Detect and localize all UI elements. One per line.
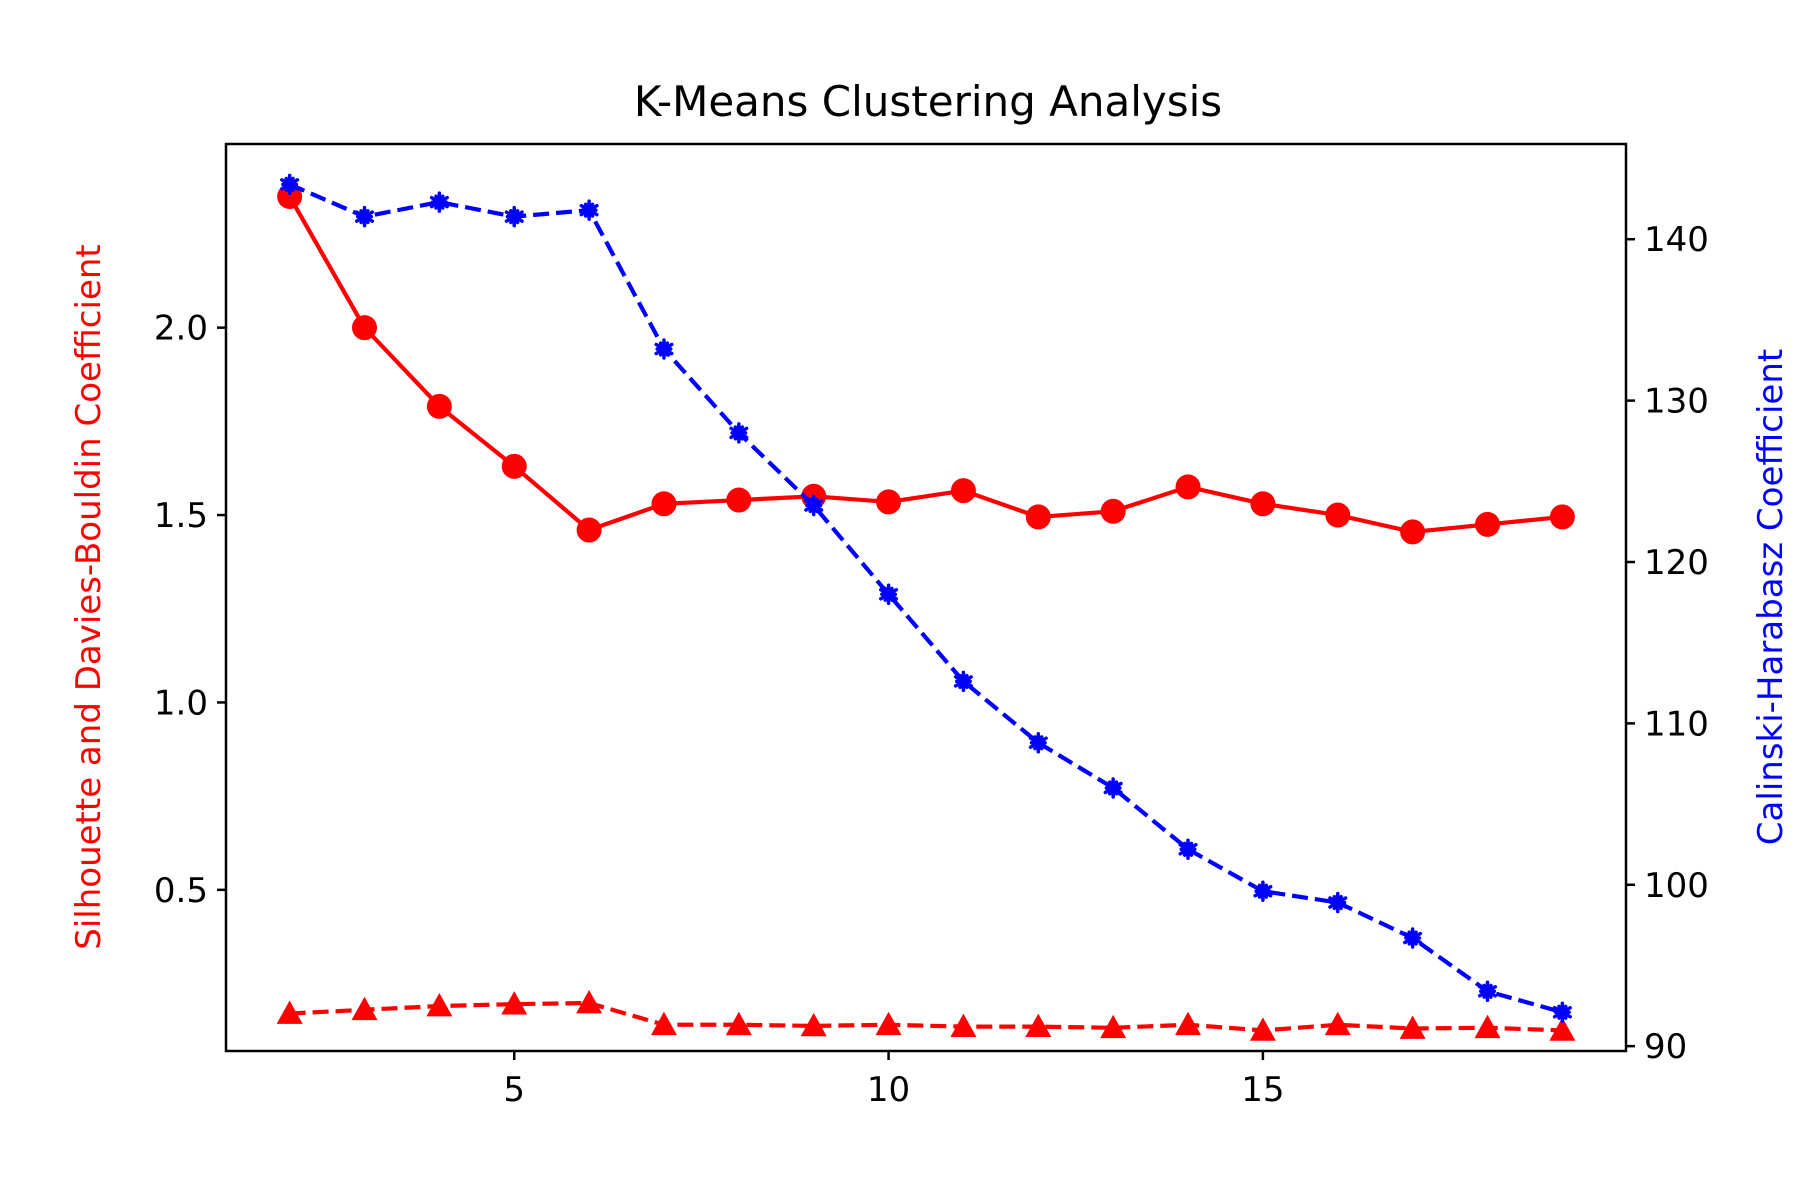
data-point-asterisk <box>804 494 824 517</box>
data-point-triangle <box>725 1011 752 1036</box>
y-right-tick-label: 120 <box>1644 543 1709 583</box>
data-point-circle <box>1100 498 1126 524</box>
data-point-circle <box>726 487 752 513</box>
data-point-circle <box>876 489 902 515</box>
data-point-circle <box>352 315 378 341</box>
data-point-triangle <box>351 996 378 1021</box>
data-point-triangle <box>501 991 528 1015</box>
y-right-tick-label: 100 <box>1644 866 1709 906</box>
data-point-circle <box>651 491 677 517</box>
data-point-asterisk <box>1328 891 1348 914</box>
series-line-1 <box>289 1000 1563 1033</box>
y-left-tick-label: 1.5 <box>154 496 208 536</box>
data-point-asterisk <box>1403 927 1423 949</box>
data-point-triangle <box>1100 1014 1127 1039</box>
data-point-triangle <box>576 990 603 1014</box>
data-point-asterisk <box>729 422 749 444</box>
series-line-0 <box>287 195 1563 535</box>
data-point-triangle <box>1324 1011 1351 1036</box>
data-point-triangle <box>1549 1017 1576 1041</box>
y-left-tick-label: 1.0 <box>154 683 208 723</box>
data-point-asterisk <box>1028 731 1048 754</box>
data-point-triangle <box>650 1011 677 1036</box>
data-point-circle <box>1175 474 1201 500</box>
data-point-asterisk <box>280 173 300 196</box>
y-axis-label-right: Calinski-Harabasz Coefficient <box>1751 349 1791 845</box>
data-point-circle <box>950 478 976 504</box>
data-point-circle <box>277 183 303 209</box>
data-point-asterisk <box>354 205 375 228</box>
data-point-triangle <box>1025 1013 1052 1038</box>
data-point-triangle <box>800 1012 827 1037</box>
data-point-asterisk <box>879 583 899 606</box>
data-point-circle <box>576 517 602 543</box>
data-point-triangle <box>1399 1015 1426 1039</box>
series-line-2 <box>288 182 1563 1015</box>
data-point-circle <box>1025 504 1051 530</box>
data-point-triangle <box>875 1011 902 1036</box>
data-point-asterisk <box>1253 880 1273 902</box>
y-axis-label-left: Silhouette and Davies-Bouldin Coefficien… <box>69 244 109 950</box>
data-point-asterisk <box>504 205 524 228</box>
y-right-tick-label: 140 <box>1644 220 1709 260</box>
data-point-triangle <box>276 1000 303 1024</box>
y-left-tick-label: 2.0 <box>154 309 208 349</box>
data-point-circle <box>1549 504 1575 530</box>
data-point-asterisk <box>429 191 449 213</box>
data-point-asterisk <box>1178 838 1198 861</box>
data-point-circle <box>1474 511 1500 537</box>
data-point-circle <box>1325 502 1351 528</box>
y-left-tick-label: 0.5 <box>154 871 208 911</box>
data-point-asterisk <box>1552 1001 1572 1024</box>
chart-title: K-Means Clustering Analysis <box>634 77 1222 126</box>
data-point-asterisk <box>953 670 973 693</box>
x-tick-label: 5 <box>503 1070 525 1110</box>
y-right-tick-label: 90 <box>1644 1027 1687 1067</box>
data-point-circle <box>501 453 527 479</box>
x-tick-label: 10 <box>867 1070 910 1110</box>
y-right-tick-label: 110 <box>1644 704 1709 744</box>
data-point-circle <box>426 393 452 419</box>
data-point-triangle <box>426 993 453 1017</box>
data-point-asterisk <box>1103 777 1123 799</box>
y-right-tick-label: 130 <box>1644 382 1709 422</box>
data-point-triangle <box>1474 1014 1501 1039</box>
data-point-asterisk <box>1477 980 1498 1003</box>
x-tick-label: 15 <box>1241 1070 1284 1110</box>
data-point-circle <box>1400 519 1426 545</box>
data-point-asterisk <box>654 338 674 360</box>
data-point-triangle <box>1175 1011 1202 1036</box>
plot-frame <box>224 142 1628 1053</box>
data-point-circle <box>1250 491 1276 517</box>
data-point-asterisk <box>579 199 599 221</box>
data-point-triangle <box>950 1013 977 1038</box>
data-point-triangle <box>1249 1017 1276 1041</box>
